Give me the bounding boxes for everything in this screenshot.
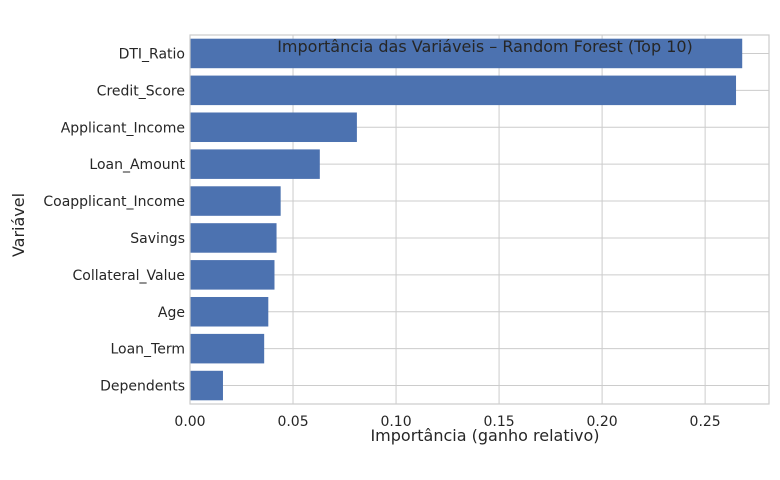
x-tick-label: 0.15 <box>483 414 514 430</box>
y-tick-label: Applicant_Income <box>61 120 185 136</box>
y-tick-labels: DTI_Ratio Credit_Score Applicant_Income Loa… <box>43 46 185 394</box>
x-tick-label: 0.00 <box>174 414 205 430</box>
y-tick-label: Loan_Amount <box>89 157 185 173</box>
bars <box>190 38 743 401</box>
bar-collateral-value <box>190 260 275 290</box>
y-tick-label: Dependents <box>100 379 185 395</box>
bar-loan-amount <box>190 149 320 179</box>
x-axis-label: Importância (ganho relativo) <box>370 426 599 445</box>
bar-dti-ratio <box>190 38 743 69</box>
y-tick-label: Age <box>158 305 185 321</box>
bar-coapplicant-income <box>190 186 281 216</box>
x-tick-label: 0.25 <box>690 414 721 430</box>
bar-applicant-income <box>190 112 357 143</box>
x-tick-label: 0.05 <box>277 414 308 430</box>
y-tick-label: Coapplicant_Income <box>43 194 185 210</box>
bar-loan-term <box>190 333 265 364</box>
bar-dependents <box>190 370 223 401</box>
x-tick-label: 0.10 <box>380 414 411 430</box>
y-tick-label: Savings <box>130 231 185 247</box>
bar-savings <box>190 223 277 253</box>
y-tick-label: Collateral_Value <box>73 268 185 284</box>
y-tick-label: Credit_Score <box>97 83 185 99</box>
bar-age <box>190 296 269 327</box>
y-tick-label: Loan_Term <box>110 342 185 358</box>
x-tick-labels: 0.00 0.05 0.10 0.15 0.20 0.25 <box>174 414 720 430</box>
x-tick-label: 0.20 <box>587 414 618 430</box>
y-tick-label: DTI_Ratio <box>119 46 185 62</box>
plot-frame <box>189 34 770 405</box>
y-axis-label: Variável <box>9 193 28 257</box>
chart-title: Importância das Variáveis – Random Fores… <box>277 37 693 56</box>
bar-credit-score <box>190 75 737 106</box>
